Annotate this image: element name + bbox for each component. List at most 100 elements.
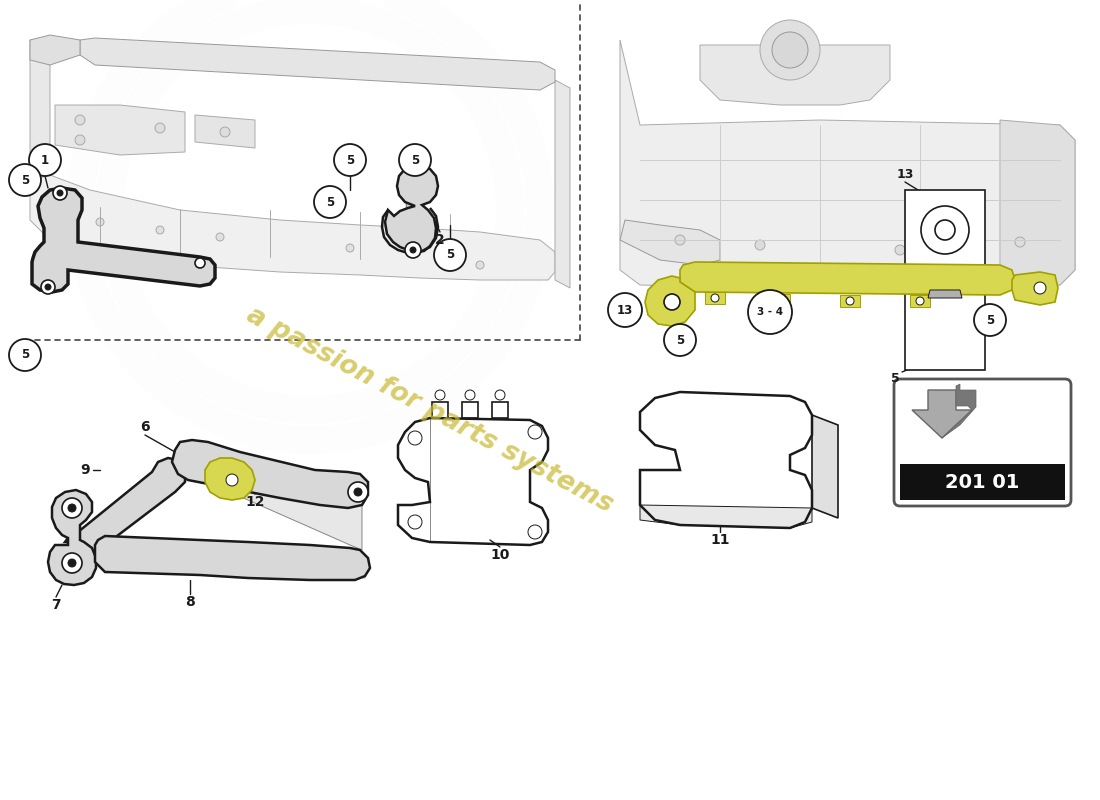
FancyBboxPatch shape <box>894 379 1071 506</box>
Circle shape <box>846 297 854 305</box>
Bar <box>905 290 984 370</box>
Polygon shape <box>65 458 185 558</box>
Polygon shape <box>700 45 890 105</box>
Polygon shape <box>100 550 365 578</box>
Circle shape <box>53 186 67 200</box>
Text: 5: 5 <box>21 174 29 186</box>
Circle shape <box>1034 282 1046 294</box>
Circle shape <box>41 280 55 294</box>
Bar <box>905 190 984 270</box>
Circle shape <box>62 553 82 573</box>
Circle shape <box>96 218 104 226</box>
Bar <box>900 464 1065 500</box>
Circle shape <box>9 339 41 371</box>
Text: 5: 5 <box>986 314 994 326</box>
Polygon shape <box>205 458 255 500</box>
Text: 5: 5 <box>891 371 900 385</box>
Polygon shape <box>405 174 424 247</box>
Polygon shape <box>640 505 812 528</box>
Circle shape <box>921 206 969 254</box>
Polygon shape <box>812 415 838 518</box>
Text: 3 - 4: 3 - 4 <box>757 307 783 317</box>
Polygon shape <box>942 384 976 438</box>
Text: 10: 10 <box>491 548 509 562</box>
Text: 201 01: 201 01 <box>945 473 1020 491</box>
Circle shape <box>916 297 924 305</box>
Text: 2: 2 <box>436 233 444 247</box>
Polygon shape <box>30 35 80 65</box>
Circle shape <box>664 324 696 356</box>
Circle shape <box>399 144 431 176</box>
Polygon shape <box>705 292 725 304</box>
Polygon shape <box>840 295 860 307</box>
Circle shape <box>895 245 905 255</box>
Text: 5: 5 <box>411 154 419 166</box>
Polygon shape <box>620 40 1075 290</box>
Text: 7: 7 <box>52 598 60 612</box>
Circle shape <box>465 390 475 400</box>
Circle shape <box>434 390 446 400</box>
Polygon shape <box>100 460 362 550</box>
Text: a passion for parts systems: a passion for parts systems <box>242 302 618 518</box>
Polygon shape <box>195 115 255 148</box>
Text: 5: 5 <box>345 154 354 166</box>
Text: 9: 9 <box>80 463 90 477</box>
Circle shape <box>935 220 955 240</box>
Circle shape <box>408 515 422 529</box>
Text: 13: 13 <box>617 303 634 317</box>
Circle shape <box>195 258 205 268</box>
Circle shape <box>60 206 69 214</box>
Circle shape <box>408 431 422 445</box>
Circle shape <box>664 294 680 310</box>
Polygon shape <box>912 390 972 438</box>
Circle shape <box>155 123 165 133</box>
Circle shape <box>354 488 362 496</box>
Circle shape <box>476 261 484 269</box>
Circle shape <box>45 284 51 290</box>
Text: 12: 12 <box>245 495 265 509</box>
Circle shape <box>68 559 76 567</box>
Polygon shape <box>95 536 370 580</box>
Polygon shape <box>770 294 790 306</box>
Circle shape <box>75 135 85 145</box>
Polygon shape <box>1000 120 1075 285</box>
Circle shape <box>29 144 60 176</box>
Polygon shape <box>680 262 1015 295</box>
Circle shape <box>974 304 1006 336</box>
Circle shape <box>226 474 238 486</box>
Polygon shape <box>556 80 570 288</box>
Circle shape <box>57 190 63 196</box>
Circle shape <box>528 425 542 439</box>
Polygon shape <box>48 490 96 585</box>
Text: 8: 8 <box>185 595 195 609</box>
Text: 5: 5 <box>21 349 29 362</box>
Circle shape <box>314 186 346 218</box>
Circle shape <box>75 115 85 125</box>
Text: 13: 13 <box>896 169 914 182</box>
Polygon shape <box>620 220 721 265</box>
Circle shape <box>772 32 808 68</box>
Polygon shape <box>1012 272 1058 305</box>
Circle shape <box>608 293 642 327</box>
Polygon shape <box>910 295 930 307</box>
Text: 5: 5 <box>446 249 454 262</box>
Polygon shape <box>55 105 185 155</box>
Circle shape <box>1015 237 1025 247</box>
Polygon shape <box>30 175 556 280</box>
Polygon shape <box>385 166 438 252</box>
Circle shape <box>528 525 542 539</box>
Polygon shape <box>928 290 962 298</box>
Polygon shape <box>30 40 50 180</box>
Circle shape <box>220 127 230 137</box>
Circle shape <box>405 242 421 258</box>
Circle shape <box>334 144 366 176</box>
Text: 5: 5 <box>326 195 334 209</box>
Circle shape <box>760 20 820 80</box>
Circle shape <box>748 290 792 334</box>
Circle shape <box>410 247 416 253</box>
Text: 5: 5 <box>675 334 684 346</box>
Circle shape <box>675 235 685 245</box>
Circle shape <box>62 498 82 518</box>
Text: 11: 11 <box>711 533 729 547</box>
Circle shape <box>776 296 784 304</box>
